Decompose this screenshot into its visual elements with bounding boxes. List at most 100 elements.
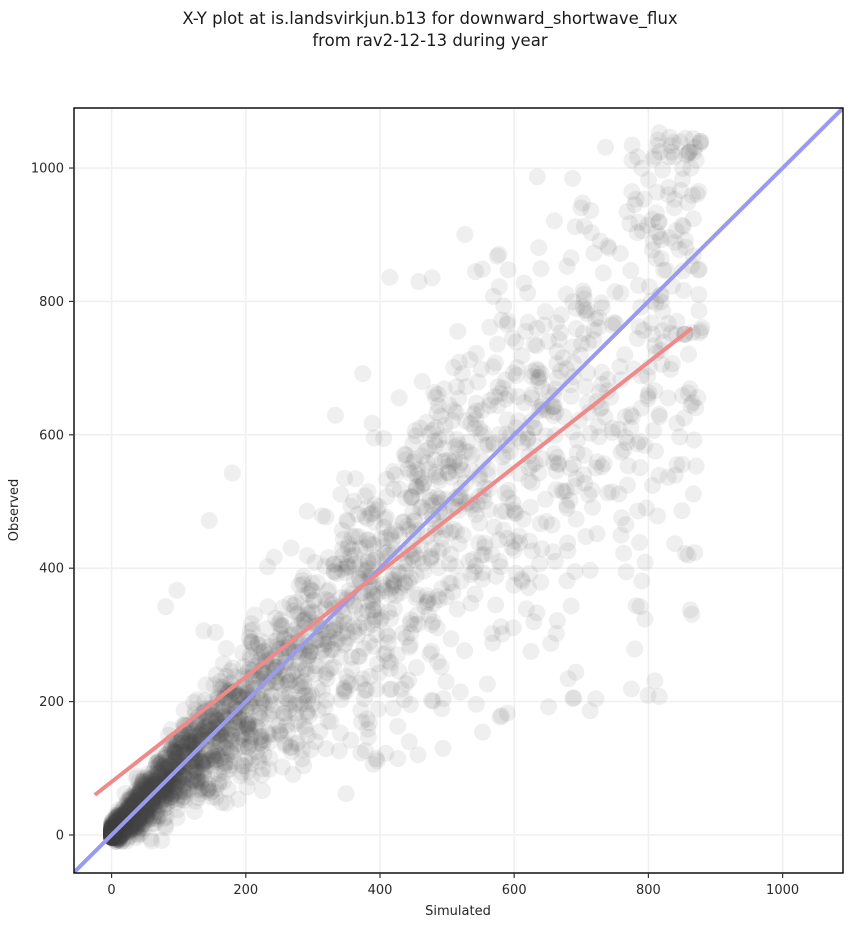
scatter-point <box>462 566 480 583</box>
scatter-point <box>210 765 228 783</box>
scatter-point <box>374 576 392 593</box>
scatter-point <box>650 213 668 231</box>
scatter-point <box>253 736 271 754</box>
scatter-point <box>178 745 196 763</box>
scatter-point <box>581 424 599 442</box>
scatter-point <box>175 743 192 761</box>
scatter-point <box>235 689 253 707</box>
scatter-point <box>179 765 197 783</box>
scatter-point <box>111 830 128 848</box>
scatter-point <box>684 130 702 147</box>
scatter-point <box>215 718 233 736</box>
scatter-point <box>129 795 147 813</box>
scatter-point <box>136 777 154 794</box>
scatter-point <box>388 646 406 664</box>
scatter-point <box>131 810 148 828</box>
scatter-point <box>397 562 415 580</box>
scatter-point <box>155 810 173 828</box>
scatter-point <box>252 709 270 727</box>
scatter-point <box>437 490 455 508</box>
scatter-point <box>278 716 295 734</box>
scatter-point <box>440 574 458 592</box>
scatter-point <box>240 714 258 732</box>
scatter-point <box>359 483 377 501</box>
scatter-point <box>567 663 585 681</box>
scatter-point <box>160 781 178 799</box>
scatter-point <box>155 769 173 787</box>
scatter-point <box>204 749 222 767</box>
scatter-point <box>364 585 381 603</box>
scatter-point <box>108 818 126 836</box>
scatter-point <box>132 800 150 818</box>
scatter-point <box>183 743 201 761</box>
scatter-point <box>293 572 311 589</box>
scatter-point <box>481 318 499 336</box>
scatter-point <box>497 390 514 408</box>
scatter-point <box>157 759 175 777</box>
scatter-point <box>200 512 218 529</box>
scatter-point <box>187 773 205 791</box>
scatter-point <box>557 285 575 303</box>
scatter-point <box>300 707 318 725</box>
scatter-point <box>151 807 169 825</box>
x-tick-label: 800 <box>636 883 661 898</box>
scatter-point <box>382 579 400 597</box>
scatter-point <box>382 609 400 627</box>
scatter-point <box>332 648 350 666</box>
scatter-point <box>279 674 297 691</box>
scatter-point <box>447 462 465 480</box>
scatter-point <box>405 616 423 634</box>
scatter-point <box>299 547 316 565</box>
scatter-point <box>170 733 188 751</box>
scatter-point <box>594 264 612 282</box>
scatter-point <box>517 600 535 618</box>
scatter-point <box>129 796 147 814</box>
scatter-point <box>181 732 199 750</box>
scatter-point <box>405 453 423 471</box>
scatter-point <box>623 183 641 201</box>
scatter-point <box>395 691 413 709</box>
scatter-point <box>479 436 497 454</box>
scatter-point <box>189 745 207 762</box>
scatter-point <box>525 336 543 354</box>
scatter-point <box>687 457 705 475</box>
scatter-point <box>229 714 247 732</box>
scatter-point <box>192 773 210 791</box>
scatter-point <box>683 186 701 204</box>
scatter-point <box>162 741 180 759</box>
scatter-point <box>204 782 222 800</box>
scatter-point <box>130 786 148 803</box>
scatter-point <box>336 469 354 487</box>
scatter-point <box>561 491 579 509</box>
scatter-point <box>384 699 402 717</box>
scatter-point <box>610 485 628 503</box>
scatter-point <box>319 549 337 567</box>
scatter-point <box>145 797 163 815</box>
scatter-point <box>368 549 385 567</box>
scatter-point <box>386 466 404 484</box>
scatter-point <box>534 400 552 418</box>
scatter-point <box>412 536 429 554</box>
scatter-point <box>507 505 525 522</box>
scatter-point <box>535 316 553 334</box>
scatter-point <box>251 703 269 721</box>
scatter-point <box>488 335 506 353</box>
scatter-point <box>432 494 450 512</box>
scatter-point <box>574 298 592 316</box>
scatter-point <box>665 199 683 217</box>
scatter-point <box>112 821 129 839</box>
scatter-point <box>120 797 138 815</box>
scatter-point <box>113 832 131 850</box>
scatter-point <box>148 803 166 821</box>
scatter-point <box>303 686 321 704</box>
scatter-point <box>680 143 698 161</box>
scatter-point <box>375 518 393 536</box>
scatter-point <box>500 386 518 404</box>
scatter-point <box>447 489 465 507</box>
scatter-point <box>359 560 377 577</box>
scatter-point <box>125 817 143 835</box>
scatter-point <box>286 696 304 714</box>
scatter-point <box>396 574 413 592</box>
scatter-point <box>107 816 125 834</box>
scatter-point <box>378 470 396 488</box>
